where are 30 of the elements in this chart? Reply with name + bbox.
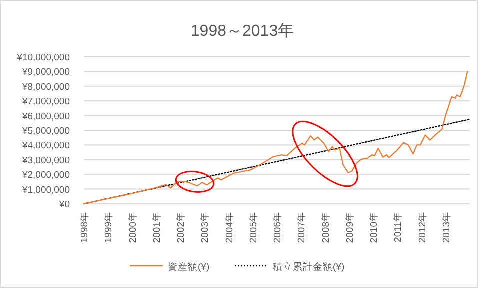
y-tick-label: ¥3,000,000 — [21, 155, 70, 166]
x-tick-label: 2013年 — [440, 212, 452, 244]
x-tick-label: 2007年 — [296, 212, 308, 244]
y-tick-label: ¥0 — [58, 200, 70, 210]
y-tick-label: ¥8,000,000 — [21, 82, 70, 93]
y-tick-label: ¥2,000,000 — [21, 170, 70, 182]
x-tick-label: 2002年 — [175, 212, 187, 244]
legend-label: 資産額(¥) — [168, 261, 210, 273]
x-tick-label: 2008年 — [320, 212, 332, 244]
x-tick-label: 2012年 — [416, 212, 428, 244]
x-tick-label: 2001年 — [150, 212, 163, 244]
chart-title: 1998～2013年 — [190, 23, 294, 40]
x-tick-label: 2004年 — [223, 212, 236, 244]
y-tick-label: ¥6,000,000 — [21, 111, 70, 122]
x-tick-label: 2005年 — [247, 212, 260, 244]
x-tick-label: 2009年 — [344, 212, 356, 244]
x-tick-label: 2000年 — [126, 212, 139, 244]
x-tick-label: 2010年 — [368, 212, 380, 244]
y-tick-label: ¥7,000,000 — [21, 96, 70, 108]
x-tick-label: 1999年 — [102, 212, 115, 244]
y-tick-label: ¥1,000,000 — [21, 184, 70, 196]
legend-label: 積立累計金額(¥) — [273, 261, 345, 273]
x-tick-label: 2003年 — [199, 212, 212, 244]
x-tick-label: 2011年 — [392, 212, 404, 242]
x-tick-label: 2006年 — [272, 212, 284, 244]
y-tick-label: ¥5,000,000 — [21, 126, 70, 137]
y-tick-label: ¥4,000,000 — [21, 140, 70, 152]
y-tick-label: ¥9,000,000 — [21, 67, 70, 78]
y-tick-label: ¥10,000,000 — [16, 52, 70, 64]
x-tick-label: 1998年 — [78, 212, 90, 244]
